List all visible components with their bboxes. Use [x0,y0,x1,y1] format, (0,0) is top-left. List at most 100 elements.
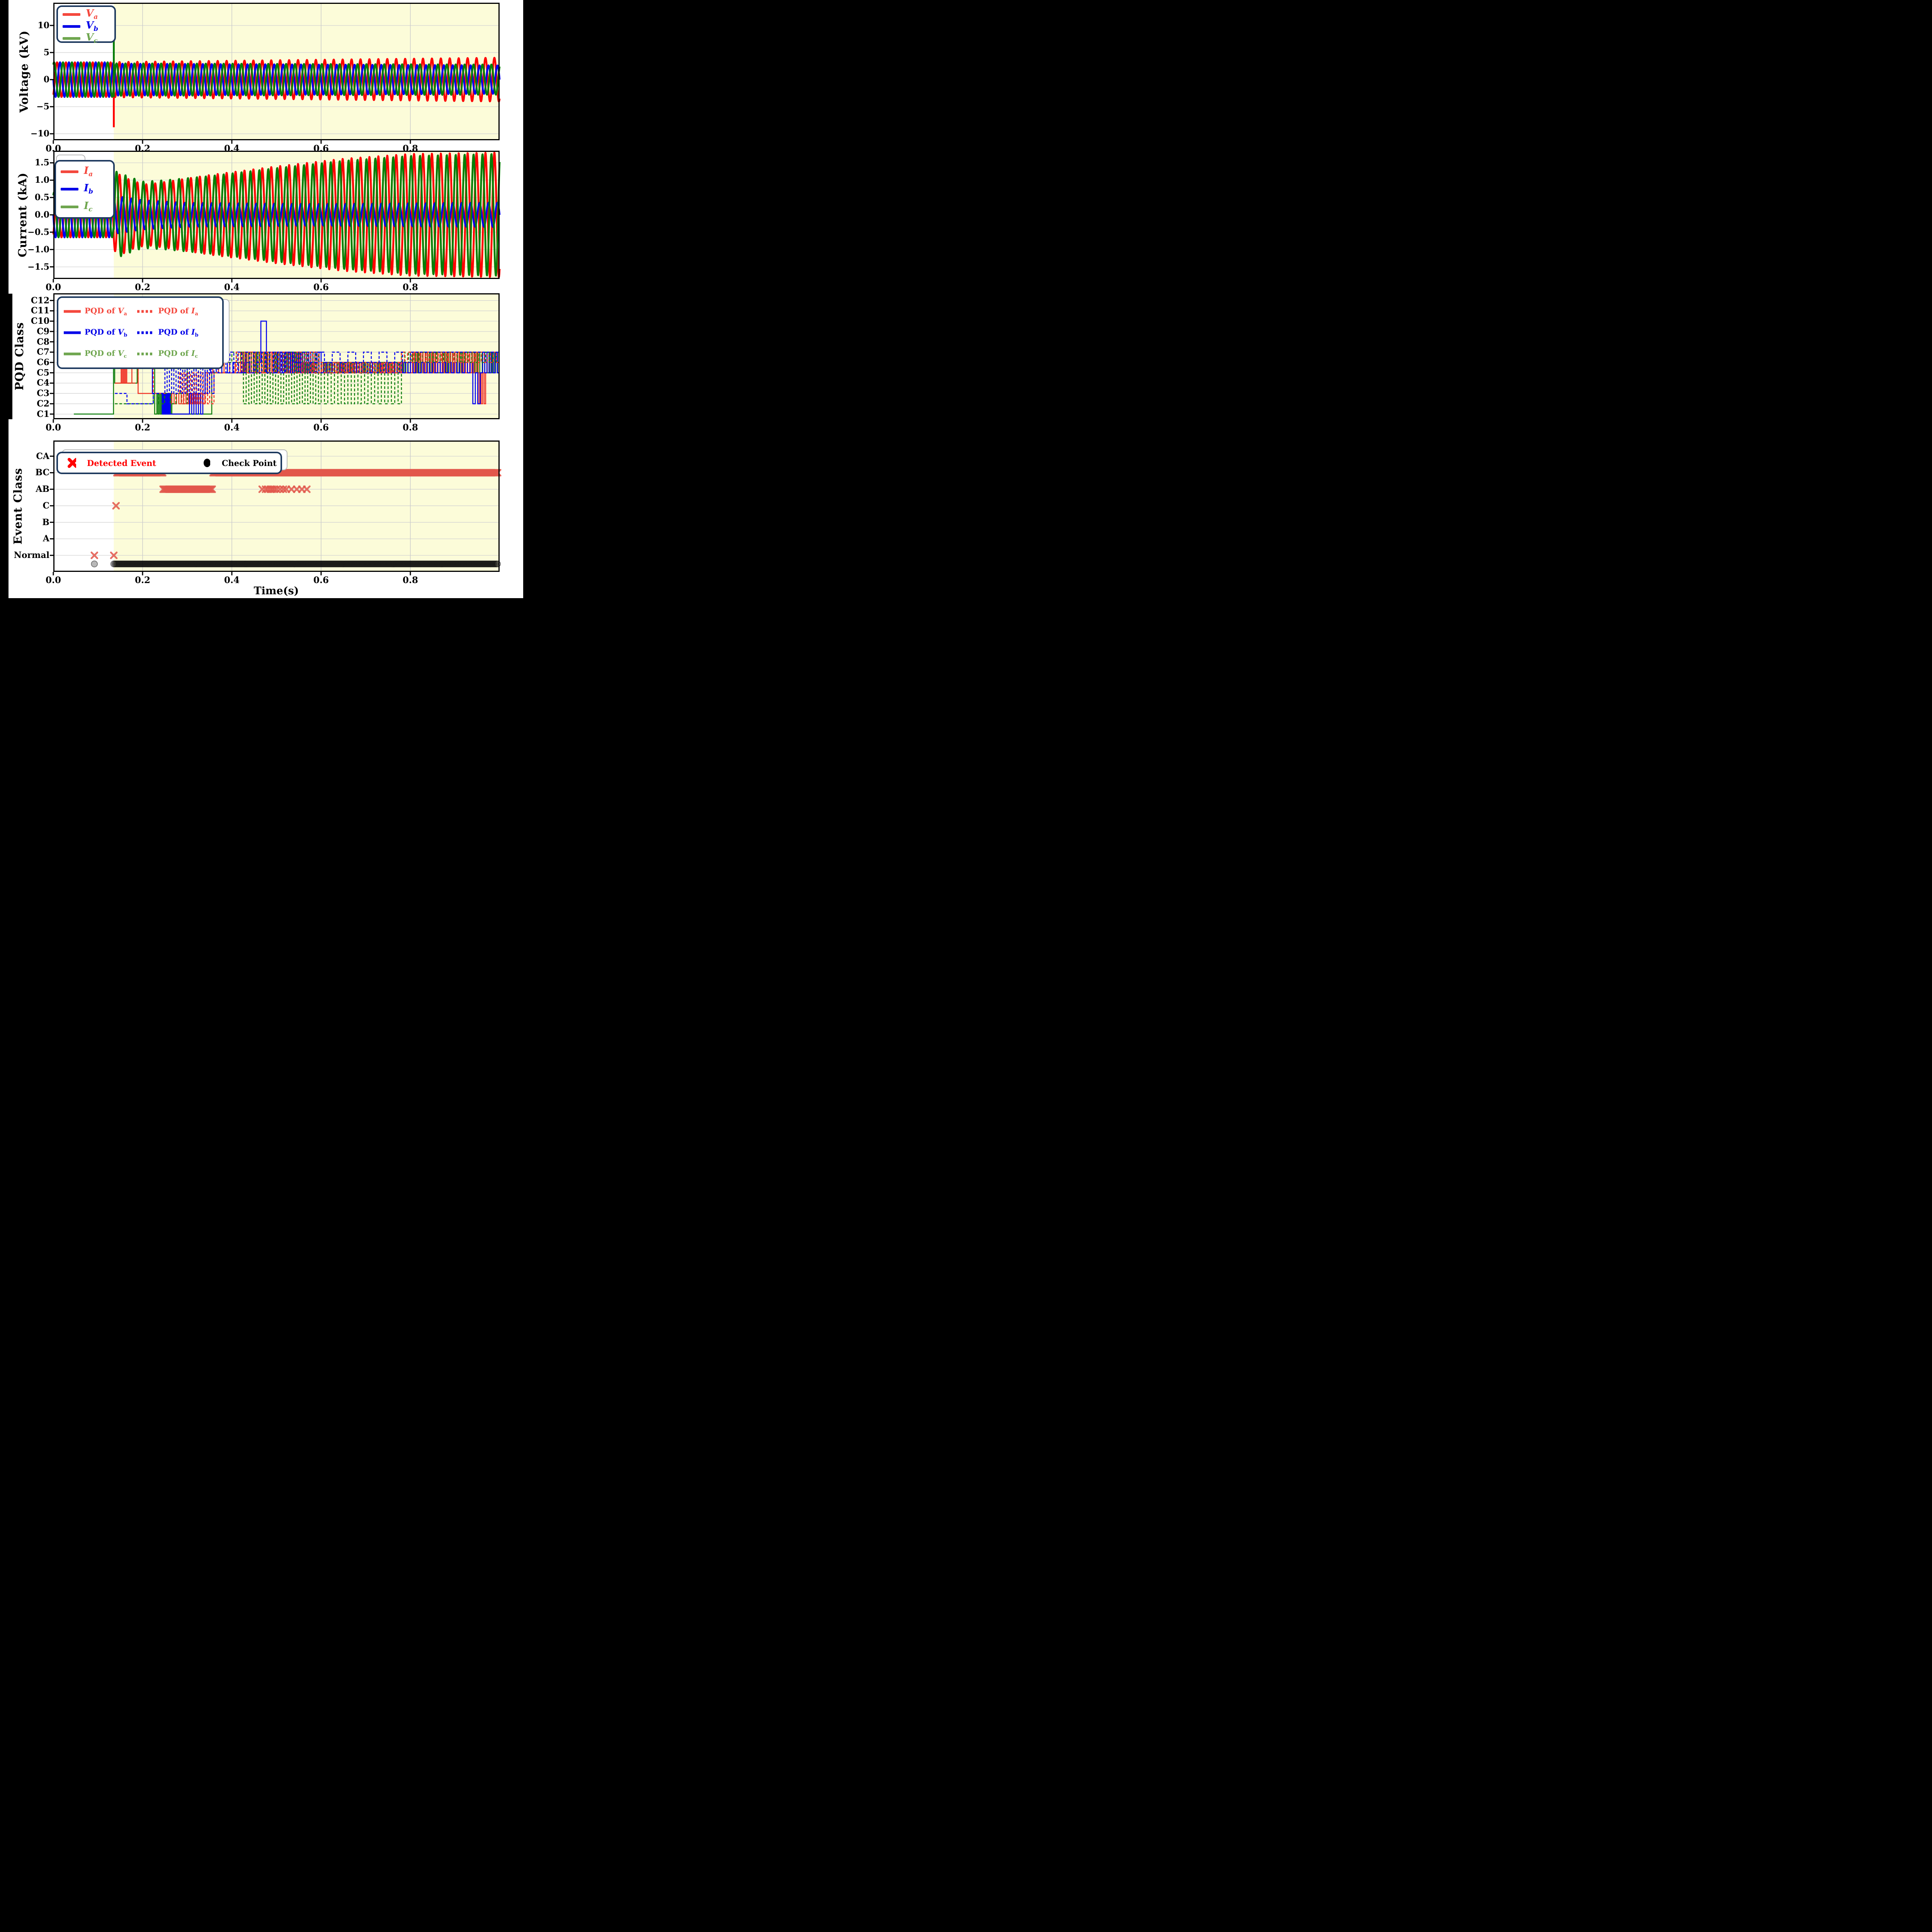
x-tick-label: 0.6 [313,422,329,433]
wave-Ic [52,153,501,277]
x-tick-label: 0.6 [313,282,329,293]
legend-line-swatch [64,352,81,355]
y-tick-label: −0.5 [27,227,49,237]
detected-event-marker [90,551,99,560]
legend-line-swatch [61,188,78,191]
y-tick-label: 0.5 [34,192,49,203]
y-tick-label: 0 [43,75,49,85]
wave-Vc [52,61,501,98]
left-margin-bar [0,0,9,604]
detected-event-marker [282,485,290,493]
y-tick-label: A [43,534,49,544]
legend-item-label: PQD of Vc [85,348,127,359]
legend-item-label: PQD of Va [85,306,127,317]
bottom-margin-bar [0,598,523,604]
y-tick-label: −1.0 [27,244,49,255]
event-legend: Detected Event Check Point [56,452,282,474]
current-legend: Ia Ib Ic [54,160,115,219]
y-tick-label: C10 [31,316,49,327]
y-tick-label: C4 [37,378,49,388]
check-point-icon [204,459,210,467]
voltage-plot [50,3,501,144]
y-tick-label: C11 [31,306,49,316]
legend-item-pqd-of-ia: PQD of Ia [137,306,217,317]
wave-Vb [52,61,501,98]
x-tick-label: 0.4 [224,422,240,433]
legend-line-swatch [137,310,155,313]
y-tick-label: C1 [37,409,49,419]
x-tick-label: 0.0 [45,575,61,585]
y-tick-label: C7 [37,347,49,357]
y-tick-label: CA [36,451,49,461]
y-tick-label: 5 [43,47,49,58]
x-tick-label: 0.0 [45,422,61,433]
detected-event-marker [287,485,295,493]
y-tick-label: 0.0 [34,210,49,220]
legend-item-label: PQD of Ib [158,327,199,338]
checkpoint-dot [91,560,98,568]
legend-item-label: Vb [86,20,99,33]
check-point-legend-label: Check Point [221,458,277,468]
legend-item-label: Ib [84,182,94,196]
x-tick-label: 0.6 [313,143,329,154]
y-tick-label: −1.5 [27,262,49,272]
figure-page: Voltage (kV) Current (kA) PQD Class Even… [0,0,523,604]
x-tick-label: 0.0 [45,143,61,154]
x-tick-label: 0.2 [134,422,151,433]
detected-event-legend-label: Detected Event [87,458,156,468]
legend-item-label: PQD of Ic [158,348,198,359]
y-tick-label: C5 [37,367,49,378]
legend-item-pqd-of-ic: PQD of Ic [137,349,217,359]
y-tick-label: C6 [37,357,49,368]
x-tick-label: 0.8 [402,422,418,433]
x-tick-label: 0.4 [224,143,240,154]
step-PQD of Ib [115,352,500,405]
current-plot [50,151,501,282]
y-tick-label: C3 [37,388,49,399]
x-tick-label: 0.2 [134,143,151,154]
legend-line-swatch [63,13,80,16]
legend-item-label: Vc [86,32,98,45]
legend-item-Ia: Ia [61,166,109,178]
detected-event-marker [293,485,301,493]
legend-item-pqd-of-vc: PQD of Vc [64,349,137,359]
y-tick-label: 1.5 [34,158,49,168]
y-tick-label: 10 [37,20,49,31]
y-tick-label: C2 [37,398,49,409]
detected-event-marker [112,502,120,510]
legend-line-swatch [64,310,81,313]
legend-line-swatch [137,352,155,355]
x-tick-label: 0.8 [402,575,418,585]
legend-item-Vb: Vb [63,20,110,32]
detected-event-marker [110,551,118,560]
x-tick-label: 0.2 [134,282,151,293]
legend-item-label: Ic [84,200,93,213]
legend-item-label: Va [86,8,98,21]
x-tick-label: 0.6 [313,575,329,585]
y-tick-label: C9 [37,326,49,337]
x-tick-label: 0.2 [134,575,151,585]
wave-Ia [52,151,501,278]
pqd-margin-bar [9,294,12,419]
voltage-legend: Va Vb Vc [56,5,116,44]
legend-item-Vc: Vc [63,32,110,44]
y-tick-label: AB [36,484,49,495]
voltage-axis-label: Voltage (kV) [17,30,31,113]
time-axis-label: Time(s) [253,585,299,597]
pqd-legend: PQD of Va PQD of Ia PQD of Vb PQD of Ib PQD … [57,296,224,369]
y-tick-label: Normal [14,550,49,561]
legend-line-swatch [61,205,78,208]
detected-event-marker [270,485,278,493]
legend-line-swatch [61,170,78,173]
y-tick-label: C8 [37,337,49,347]
legend-line-swatch [63,37,80,40]
x-tick-label: 0.0 [45,282,61,293]
y-tick-label: C [43,500,49,511]
x-tick-label: 0.4 [224,575,240,585]
legend-line-swatch [64,331,81,334]
legend-item-Va: Va [63,9,110,20]
y-tick-label: −5 [36,102,49,112]
x-tick-label: 0.8 [402,282,418,293]
detected-event-marker [208,485,216,493]
legend-line-swatch [137,331,155,334]
